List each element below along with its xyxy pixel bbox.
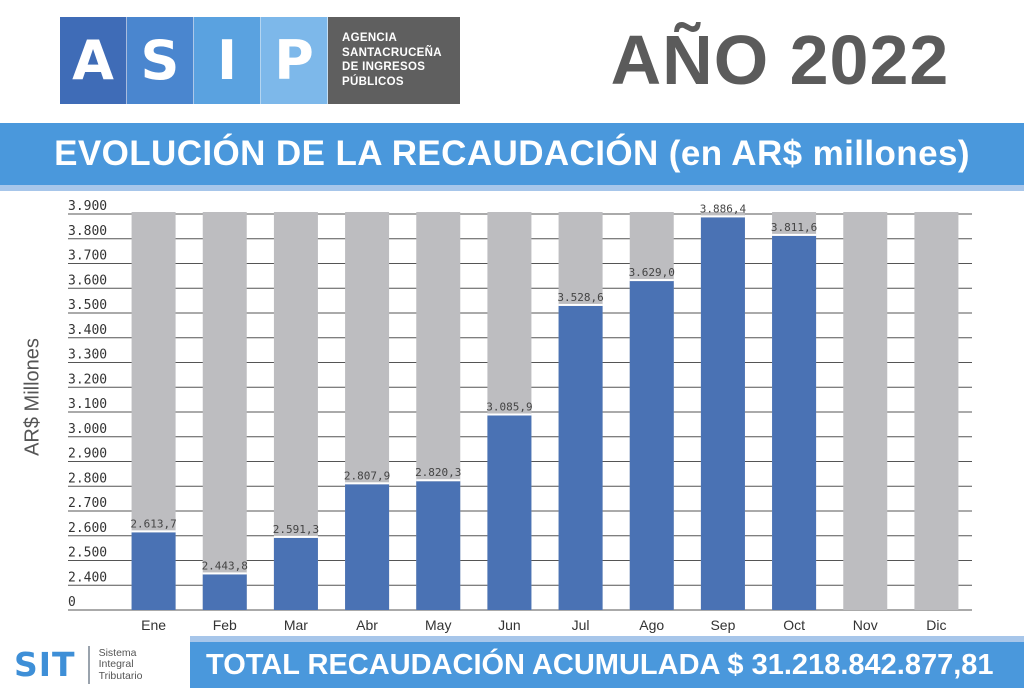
- y-tick-label: 2.900: [68, 447, 107, 462]
- x-tick-label: Jun: [498, 617, 521, 633]
- value-bar: [629, 281, 674, 610]
- y-tick-label: 3.300: [68, 348, 107, 363]
- logo-letter-p: P: [261, 17, 328, 104]
- y-tick-label: 3.100: [68, 397, 107, 412]
- agency-name-line: SANTACRUCEÑA: [342, 46, 442, 59]
- bar-top-edge: [700, 215, 745, 218]
- x-tick-label: Mar: [284, 617, 308, 633]
- chart-title: EVOLUCIÓN DE LA RECAUDACIÓN (en AR$ mill…: [0, 123, 1024, 185]
- value-bar: [345, 484, 390, 610]
- year-title: AÑO 2022: [610, 21, 950, 99]
- agency-name-line: AGENCIA: [342, 32, 398, 44]
- bar-top-edge: [487, 413, 532, 416]
- x-tick-label: Nov: [853, 617, 878, 633]
- y-tick-label: 3.800: [68, 224, 107, 239]
- sit-logo: SIT Sistema Integral Tributario: [14, 645, 143, 685]
- y-tick-label: 2.600: [68, 521, 107, 536]
- x-tick-label: Abr: [356, 617, 378, 633]
- value-bar: [700, 217, 745, 610]
- revenue-bar-chart: 0 2.400 2.500 2.600 2.700 2.800 2.900 3.000 3.10…: [68, 199, 972, 633]
- x-tick-label: Sep: [710, 617, 735, 633]
- bar-top-edge: [772, 233, 817, 236]
- bar-top-edge: [131, 530, 176, 533]
- bar-value-label: 2.443,8: [202, 559, 248, 572]
- bar-top-edge: [558, 303, 603, 306]
- logo-letter-a: A: [60, 17, 127, 104]
- y-tick-label: 3.000: [68, 422, 107, 437]
- bar-value-label: 3.811,6: [771, 221, 817, 234]
- bar-top-edge: [202, 572, 247, 575]
- bar-value-label: 3.629,0: [629, 266, 675, 279]
- bar-value-label: 2.613,7: [130, 517, 176, 530]
- value-bar: [202, 574, 247, 610]
- x-tick-label: Dic: [926, 617, 946, 633]
- sit-line: Sistema: [98, 646, 137, 659]
- bar-top-edge: [416, 479, 461, 482]
- x-tick-label: Ene: [141, 617, 166, 633]
- value-bar: [273, 537, 318, 610]
- bar-value-label: 2.807,9: [344, 469, 390, 482]
- agency-name: AGENCIA SANTACRUCEÑA DE INGRESOS PÚBLICO…: [328, 17, 460, 104]
- value-bar: [487, 415, 532, 610]
- bar-value-label: 3.085,9: [486, 400, 532, 413]
- sit-line: Integral: [98, 658, 134, 671]
- background-bar: [202, 212, 247, 610]
- x-tick-label: Jul: [572, 617, 590, 633]
- logo-letter-i: I: [194, 17, 261, 104]
- value-bar: [131, 532, 176, 610]
- background-bar: [843, 212, 888, 610]
- asip-logo: A S I P AGENCIA SANTACRUCEÑA DE INGRESOS…: [60, 17, 460, 104]
- x-tick-label: Feb: [213, 617, 237, 633]
- sit-line: Tributario: [98, 669, 143, 682]
- y-tick-label: 3.500: [68, 298, 107, 313]
- y-tick-label: 2.700: [68, 496, 107, 511]
- value-bar: [558, 305, 603, 610]
- y-tick-label: 3.900: [68, 199, 107, 214]
- background-bar: [914, 212, 959, 610]
- logo-letter-s: S: [127, 17, 194, 104]
- sit-description: Sistema Integral Tributario: [90, 646, 143, 683]
- bar-value-label: 2.820,3: [415, 466, 461, 479]
- bar-value-label: 3.528,6: [557, 291, 603, 304]
- y-tick-label: 3.400: [68, 323, 107, 338]
- y-tick-label: 3.200: [68, 372, 107, 387]
- bar-top-edge: [629, 279, 674, 282]
- y-tick-label: 0: [68, 595, 76, 610]
- x-tick-label: Ago: [639, 617, 664, 633]
- agency-name-line: DE INGRESOS: [342, 61, 426, 73]
- value-bar: [772, 235, 817, 610]
- x-tick-label: May: [425, 617, 451, 633]
- x-tick-label: Oct: [783, 617, 805, 633]
- y-tick-label: 2.800: [68, 471, 107, 486]
- bar-value-label: 2.591,3: [273, 523, 319, 536]
- bar-top-edge: [345, 482, 390, 485]
- y-tick-label: 2.500: [68, 546, 107, 561]
- agency-name-line: PÚBLICOS: [342, 75, 404, 88]
- y-tick-label: 2.400: [68, 570, 107, 585]
- total-collection: TOTAL RECAUDACIÓN ACUMULADA $ 31.218.842…: [190, 642, 1024, 688]
- y-tick-label: 3.700: [68, 249, 107, 264]
- y-tick-label: 3.600: [68, 273, 107, 288]
- value-bar: [416, 481, 461, 610]
- bar-value-label: 3.886,4: [700, 202, 747, 215]
- sit-mark: SIT: [14, 646, 90, 684]
- bar-top-edge: [273, 535, 318, 538]
